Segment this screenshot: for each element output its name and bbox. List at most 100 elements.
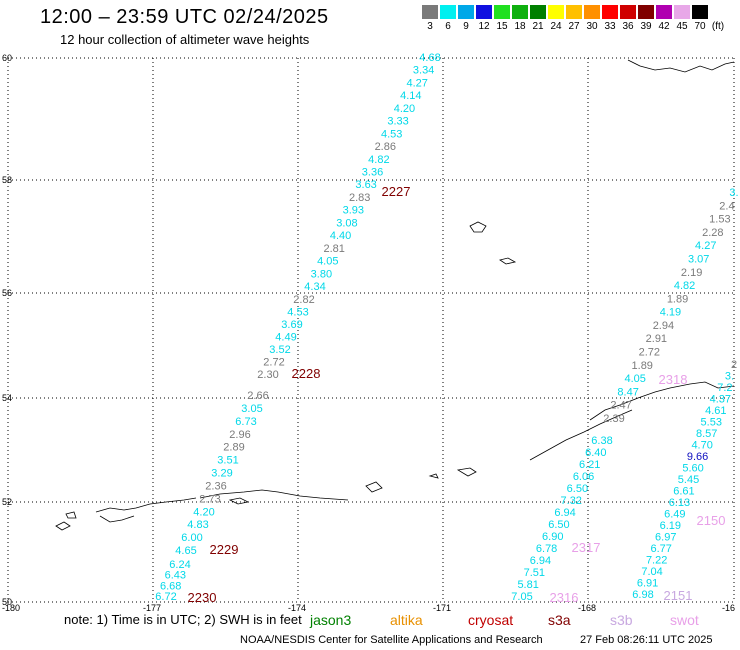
color-swatch — [620, 5, 637, 19]
latitude-label: 56 — [2, 288, 12, 298]
coastline-segment — [99, 515, 135, 523]
wave-height-value: 6.61 — [673, 486, 694, 498]
footnote: note: 1) Time is in UTC; 2) SWH is in fe… — [64, 612, 302, 627]
legend-item-s3b: s3b — [610, 612, 633, 628]
page-title: 12:00 – 23:59 UTC 02/24/2025 — [40, 6, 329, 28]
coastline-segment — [499, 257, 517, 265]
color-scale-label: 15 — [496, 21, 508, 32]
color-swatch — [602, 5, 619, 19]
longitude-label: -180 — [2, 603, 20, 613]
coastline-segment — [456, 467, 477, 477]
generated-timestamp: 27 Feb 08:26:11 UTC 2025 — [580, 634, 713, 646]
coastline-segment — [365, 481, 383, 493]
legend-item-altika: altika — [390, 612, 423, 628]
wave-height-value: 7.51 — [524, 567, 545, 579]
legend-item-s3a: s3a — [548, 612, 571, 628]
color-swatch — [476, 5, 493, 19]
latitude-label: 58 — [2, 175, 12, 185]
wave-height-value: 3.33 — [387, 116, 408, 128]
wave-height-value: 3.93 — [343, 205, 364, 217]
longitude-label: -177 — [143, 603, 161, 613]
wave-height-value: 5.53 — [701, 417, 722, 429]
wave-height-value: 4.27 — [695, 240, 716, 252]
color-scale-label: 36 — [622, 21, 634, 32]
wave-height-value: 2.36 — [205, 480, 226, 492]
wave-height-value: 4.53 — [287, 307, 308, 319]
wave-height-value: 2.94 — [653, 320, 674, 332]
wave-height-value: 1.53 — [709, 214, 730, 226]
wave-height-value: 6.94 — [530, 555, 551, 567]
wave-height-value: 3.52 — [269, 344, 290, 356]
coastline — [55, 59, 735, 531]
wave-height-value: 6.00 — [181, 532, 202, 544]
color-scale-label: 24 — [550, 21, 562, 32]
wave-height-value: 8.57 — [696, 428, 717, 440]
wave-height-value: 7.04 — [641, 566, 662, 578]
coastline-segment — [95, 497, 197, 513]
wave-height-value: 2 — [731, 359, 737, 371]
wave-height-value: 6.77 — [650, 543, 671, 555]
wave-height-value: 3.80 — [311, 268, 332, 280]
longitude-label: -16 — [722, 603, 735, 613]
wave-height-value: 6.97 — [655, 532, 676, 544]
wave-height-value: 2.83 — [349, 192, 370, 204]
wave-height-value: 4.05 — [624, 373, 645, 385]
color-swatch — [692, 5, 709, 19]
wave-height-value: 6.49 — [664, 509, 685, 521]
wave-height-value: 3. — [725, 371, 734, 383]
wave-height-value: 2.4 — [719, 200, 734, 212]
wave-height-value: 7.22 — [646, 555, 667, 567]
longitude-label: -174 — [288, 603, 306, 613]
color-swatch — [674, 5, 691, 19]
wave-height-value: 4.19 — [660, 307, 681, 319]
wave-height-value: 4.82 — [674, 280, 695, 292]
color-swatch — [512, 5, 529, 19]
wave-height-value: 6.98 — [632, 589, 653, 601]
color-scale-label: 6 — [445, 21, 451, 32]
wave-height-value: 2.96 — [229, 429, 250, 441]
wave-height-value: 5.45 — [678, 474, 699, 486]
wave-height-value: 2.91 — [646, 333, 667, 345]
wave-height-value: 7.2 — [717, 382, 732, 394]
color-swatch — [584, 5, 601, 19]
color-swatch — [422, 5, 439, 19]
wave-height-value: 4.14 — [400, 90, 421, 102]
wave-height-value: 4.34 — [304, 281, 325, 293]
color-scale-label: 12 — [478, 21, 490, 32]
page-subtitle: 12 hour collection of altimeter wave hei… — [60, 32, 310, 47]
wave-height-value: 2.39 — [603, 413, 624, 425]
wave-height-value: 4.65 — [175, 545, 196, 557]
wave-height-value: 6.06 — [573, 471, 594, 483]
coastline-segment — [55, 521, 71, 531]
wave-height-value: 6.50 — [548, 519, 569, 531]
wave-height-value: 6.78 — [536, 543, 557, 555]
pass-cycle-label: 2230 — [188, 590, 217, 605]
wave-height-value: 4.61 — [705, 405, 726, 417]
wave-height-value: 4.82 — [368, 154, 389, 166]
wave-height-value: 4.53 — [381, 128, 402, 140]
wave-height-value: 3.63 — [355, 179, 376, 191]
coastline-segment — [199, 489, 349, 501]
latitude-label: 52 — [2, 497, 12, 507]
wave-height-value: 6.73 — [235, 416, 256, 428]
color-swatch — [566, 5, 583, 19]
wave-height-value: 4.05 — [317, 256, 338, 268]
coastline-segment — [65, 511, 77, 519]
wave-height-value: 5.60 — [682, 463, 703, 475]
wave-height-value: 4.49 — [275, 332, 296, 344]
wave-height-value: 6.91 — [637, 578, 658, 590]
coastline-segment — [428, 473, 439, 479]
wave-height-value: 3.29 — [211, 468, 232, 480]
wave-height-value: 3.51 — [217, 455, 238, 467]
wave-height-value: 8.47 — [617, 386, 638, 398]
wave-height-value: 6.90 — [542, 531, 563, 543]
wave-height-value: 7.32 — [561, 495, 582, 507]
latitude-label: 60 — [2, 53, 12, 63]
wave-height-value: 6.50 — [567, 483, 588, 495]
color-scale-label: 18 — [514, 21, 526, 32]
wave-height-value: 4.83 — [187, 519, 208, 531]
coastline-segment — [627, 59, 735, 73]
pass-cycle-label: 2229 — [210, 542, 239, 557]
wave-height-value: 2.86 — [375, 141, 396, 153]
